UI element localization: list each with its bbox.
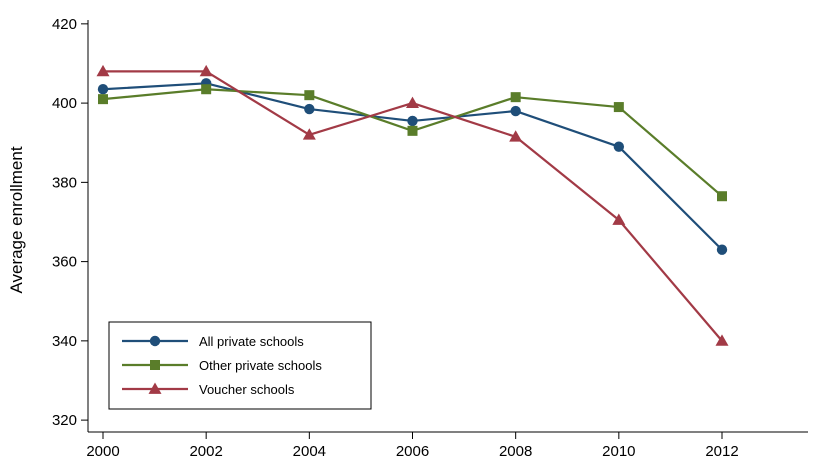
x-tick-label: 2010 — [602, 443, 635, 460]
y-axis-title: Average enrollment — [7, 146, 26, 293]
x-tick-label: 2002 — [189, 443, 222, 460]
legend-label: All private schools — [199, 334, 304, 349]
series-square — [98, 84, 727, 202]
data-point — [199, 64, 213, 77]
data-point — [407, 125, 418, 136]
data-point — [510, 105, 521, 117]
legend: All private schools Other private schools… — [108, 321, 372, 410]
y-tick-label: 360 — [52, 254, 77, 271]
legend-label: Other private schools — [199, 358, 322, 373]
data-point — [304, 90, 315, 101]
series-group — [96, 64, 729, 346]
legend-item: All private schools — [122, 334, 304, 349]
data-point — [97, 84, 109, 95]
legend-marker — [149, 335, 161, 347]
y-tick-label: 420 — [52, 16, 77, 33]
data-point — [304, 103, 315, 115]
x-ticks: 2000 2002 2004 2006 2008 2010 2012 — [86, 432, 739, 460]
y-tick-label: 400 — [52, 95, 77, 112]
x-tick-label: 2004 — [293, 443, 326, 460]
legend-item: Other private schools — [122, 358, 322, 373]
legend-marker — [150, 360, 160, 370]
x-tick-label: 2000 — [86, 443, 119, 460]
x-tick-label: 2012 — [705, 443, 738, 460]
x-tick-label: 2008 — [499, 443, 532, 460]
data-point — [98, 94, 108, 105]
series-line — [103, 70, 723, 342]
data-point — [96, 64, 110, 77]
data-point — [715, 334, 729, 346]
data-point — [406, 96, 419, 108]
y-tick-label: 320 — [52, 412, 77, 429]
data-point — [407, 115, 418, 127]
data-point — [612, 213, 626, 225]
data-point — [716, 244, 728, 255]
data-point — [201, 84, 212, 95]
data-point — [717, 191, 727, 202]
legend-label: Voucher schools — [199, 382, 295, 397]
y-ticks: 320 340 360 380 400 420 — [52, 16, 88, 429]
data-point — [509, 130, 523, 142]
data-point — [510, 92, 521, 103]
legend-items: All private schools Other private schools… — [122, 334, 322, 397]
x-tick-label: 2006 — [396, 443, 429, 460]
data-point — [302, 128, 316, 140]
series-triangle — [96, 64, 729, 346]
series-line — [102, 82, 723, 251]
data-point — [613, 141, 625, 152]
legend-item: Voucher schools — [122, 382, 295, 397]
y-tick-label: 340 — [52, 333, 77, 350]
legend-marker — [148, 382, 162, 394]
data-point — [613, 102, 624, 113]
y-tick-label: 380 — [52, 174, 77, 191]
